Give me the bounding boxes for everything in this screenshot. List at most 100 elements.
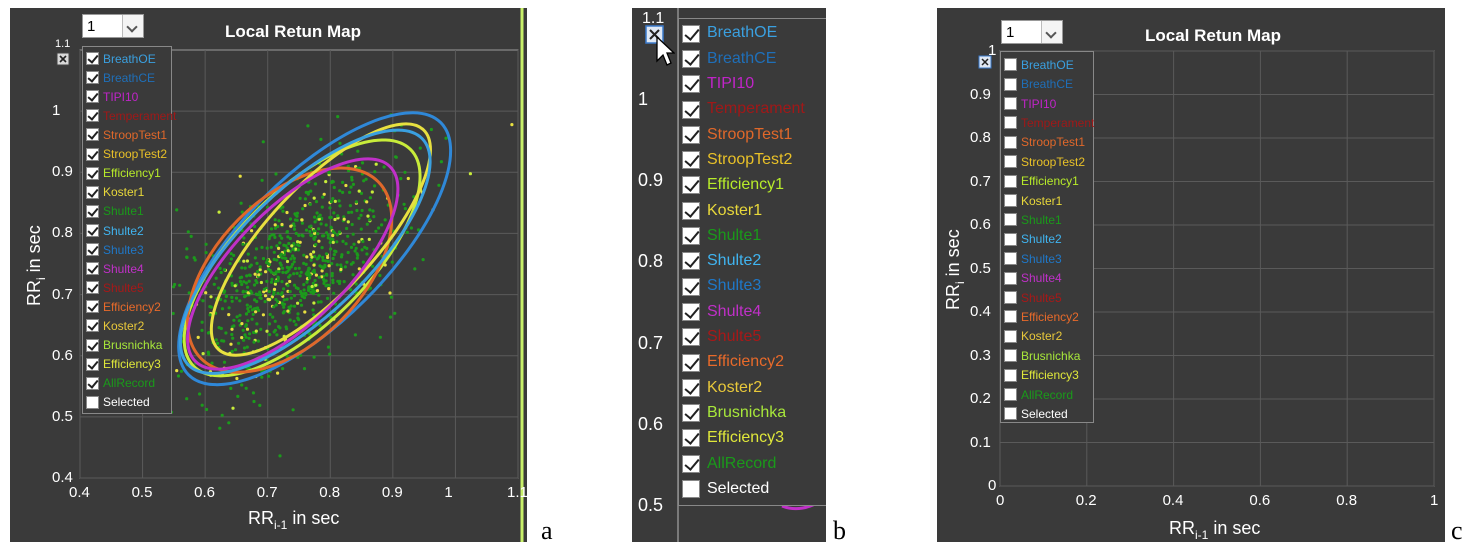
check-icon[interactable] bbox=[682, 49, 700, 68]
legend-item-shulte5[interactable]: Shulte5 bbox=[679, 325, 826, 350]
series-dropdown[interactable]: 1 bbox=[1001, 20, 1063, 44]
check-icon[interactable] bbox=[682, 201, 700, 220]
legend-item-koster1[interactable]: Koster1 bbox=[83, 183, 171, 202]
legend-item-breathce[interactable]: BreathCE bbox=[679, 46, 826, 71]
legend-checkbox[interactable] bbox=[1004, 232, 1017, 246]
check-icon[interactable] bbox=[86, 338, 99, 352]
legend-item-shulte3[interactable]: Shulte3 bbox=[1001, 249, 1093, 268]
legend-item-strooptest2[interactable]: StroopTest2 bbox=[1001, 152, 1093, 171]
check-icon[interactable] bbox=[86, 281, 99, 295]
legend-checkbox[interactable] bbox=[1004, 271, 1017, 285]
legend-item-efficiency2[interactable]: Efficiency2 bbox=[83, 297, 171, 316]
check-icon[interactable] bbox=[682, 277, 700, 296]
legend-checkbox[interactable] bbox=[1004, 349, 1017, 363]
chevron-down-icon[interactable] bbox=[1041, 21, 1062, 43]
legend-item-strooptest2[interactable]: StroopTest2 bbox=[83, 145, 171, 164]
check-icon[interactable] bbox=[682, 378, 700, 397]
check-icon[interactable] bbox=[86, 357, 99, 371]
legend-item-selected[interactable]: Selected bbox=[1001, 404, 1093, 423]
legend-item-efficiency2[interactable]: Efficiency2 bbox=[679, 350, 826, 375]
legend-item-tipi10[interactable]: TIPI10 bbox=[83, 87, 171, 106]
legend-item-efficiency1[interactable]: Efficiency1 bbox=[1001, 171, 1093, 190]
legend-checkbox[interactable] bbox=[1004, 116, 1017, 130]
legend-checkbox[interactable] bbox=[1004, 155, 1017, 169]
check-icon[interactable] bbox=[86, 52, 99, 66]
legend-item-efficiency1[interactable]: Efficiency1 bbox=[83, 164, 171, 183]
legend-item-efficiency1[interactable]: Efficiency1 bbox=[679, 173, 826, 198]
legend-item-efficiency3[interactable]: Efficiency3 bbox=[83, 355, 171, 374]
legend-item-breathoe[interactable]: BreathOE bbox=[83, 49, 171, 68]
check-icon[interactable] bbox=[682, 454, 700, 473]
check-icon[interactable] bbox=[86, 166, 99, 180]
legend-checkbox[interactable] bbox=[1004, 290, 1017, 304]
check-icon[interactable] bbox=[86, 223, 99, 237]
legend-item-shulte4[interactable]: Shulte4 bbox=[83, 259, 171, 278]
legend-item-brusnichka[interactable]: Brusnichka bbox=[83, 336, 171, 355]
check-icon[interactable] bbox=[682, 151, 700, 170]
legend-item-selected[interactable]: Selected bbox=[679, 476, 826, 501]
legend-checkbox[interactable] bbox=[1004, 193, 1017, 207]
check-icon[interactable] bbox=[86, 243, 99, 257]
legend-item-brusnichka[interactable]: Brusnichka bbox=[679, 401, 826, 426]
legend-checkbox[interactable] bbox=[1004, 252, 1017, 266]
legend-item-breathce[interactable]: BreathCE bbox=[1001, 74, 1093, 93]
legend-checkbox[interactable] bbox=[1004, 174, 1017, 188]
legend-item-brusnichka[interactable]: Brusnichka bbox=[1001, 346, 1093, 365]
check-icon[interactable] bbox=[682, 75, 700, 94]
legend-item-shulte3[interactable]: Shulte3 bbox=[679, 274, 826, 299]
legend-item-tipi10[interactable]: TIPI10 bbox=[679, 72, 826, 97]
legend-item-shulte2[interactable]: Shulte2 bbox=[83, 221, 171, 240]
legend-item-koster2[interactable]: Koster2 bbox=[679, 375, 826, 400]
legend-checkbox[interactable] bbox=[1004, 329, 1017, 343]
legend-item-selected[interactable]: Selected bbox=[83, 393, 171, 412]
legend-item-efficiency3[interactable]: Efficiency3 bbox=[1001, 365, 1093, 384]
legend-checkbox[interactable] bbox=[1004, 96, 1017, 110]
legend-checkbox[interactable] bbox=[1004, 58, 1017, 72]
legend-item-breathoe[interactable]: BreathOE bbox=[1001, 55, 1093, 74]
check-icon[interactable] bbox=[682, 24, 700, 43]
legend-checkbox[interactable] bbox=[1004, 135, 1017, 149]
legend-item-shulte1[interactable]: Shulte1 bbox=[1001, 210, 1093, 229]
legend-item-efficiency2[interactable]: Efficiency2 bbox=[1001, 307, 1093, 326]
check-icon[interactable] bbox=[682, 328, 700, 347]
legend-checkbox[interactable] bbox=[1004, 310, 1017, 324]
legend-checkbox[interactable] bbox=[682, 480, 700, 499]
check-icon[interactable] bbox=[86, 376, 99, 390]
check-icon[interactable] bbox=[86, 71, 99, 85]
series-dropdown[interactable]: 1 bbox=[82, 14, 144, 38]
check-icon[interactable] bbox=[86, 319, 99, 333]
legend-item-koster1[interactable]: Koster1 bbox=[679, 198, 826, 223]
legend-item-shulte2[interactable]: Shulte2 bbox=[1001, 230, 1093, 249]
legend-item-efficiency3[interactable]: Efficiency3 bbox=[679, 426, 826, 451]
legend-item-shulte3[interactable]: Shulte3 bbox=[83, 240, 171, 259]
check-icon[interactable] bbox=[682, 252, 700, 271]
check-icon[interactable] bbox=[86, 300, 99, 314]
legend-item-strooptest1[interactable]: StroopTest1 bbox=[1001, 133, 1093, 152]
legend-item-shulte1[interactable]: Shulte1 bbox=[83, 202, 171, 221]
check-icon[interactable] bbox=[86, 128, 99, 142]
legend-checkbox[interactable] bbox=[1004, 213, 1017, 227]
legend-item-koster1[interactable]: Koster1 bbox=[1001, 191, 1093, 210]
legend-item-shulte5[interactable]: Shulte5 bbox=[83, 278, 171, 297]
check-icon[interactable] bbox=[682, 353, 700, 372]
check-icon[interactable] bbox=[86, 109, 99, 123]
legend-item-tipi10[interactable]: TIPI10 bbox=[1001, 94, 1093, 113]
check-icon[interactable] bbox=[682, 404, 700, 423]
check-icon[interactable] bbox=[682, 100, 700, 119]
legend-item-temperament[interactable]: Temperament bbox=[1001, 113, 1094, 132]
legend-item-shulte5[interactable]: Shulte5 bbox=[1001, 288, 1093, 307]
legend-item-shulte4[interactable]: Shulte4 bbox=[1001, 268, 1093, 287]
legend-item-strooptest2[interactable]: StroopTest2 bbox=[679, 148, 826, 173]
legend-item-allrecord[interactable]: AllRecord bbox=[83, 374, 171, 393]
check-icon[interactable] bbox=[682, 125, 700, 144]
legend-item-koster2[interactable]: Koster2 bbox=[1001, 327, 1093, 346]
check-icon[interactable] bbox=[86, 262, 99, 276]
legend-item-breathce[interactable]: BreathCE bbox=[83, 68, 171, 87]
check-icon[interactable] bbox=[682, 227, 700, 246]
legend-checkbox[interactable] bbox=[1004, 407, 1017, 421]
check-icon[interactable] bbox=[682, 176, 700, 195]
check-icon[interactable] bbox=[86, 204, 99, 218]
check-icon[interactable] bbox=[86, 90, 99, 104]
check-icon[interactable] bbox=[86, 185, 99, 199]
legend-item-koster2[interactable]: Koster2 bbox=[83, 316, 171, 335]
